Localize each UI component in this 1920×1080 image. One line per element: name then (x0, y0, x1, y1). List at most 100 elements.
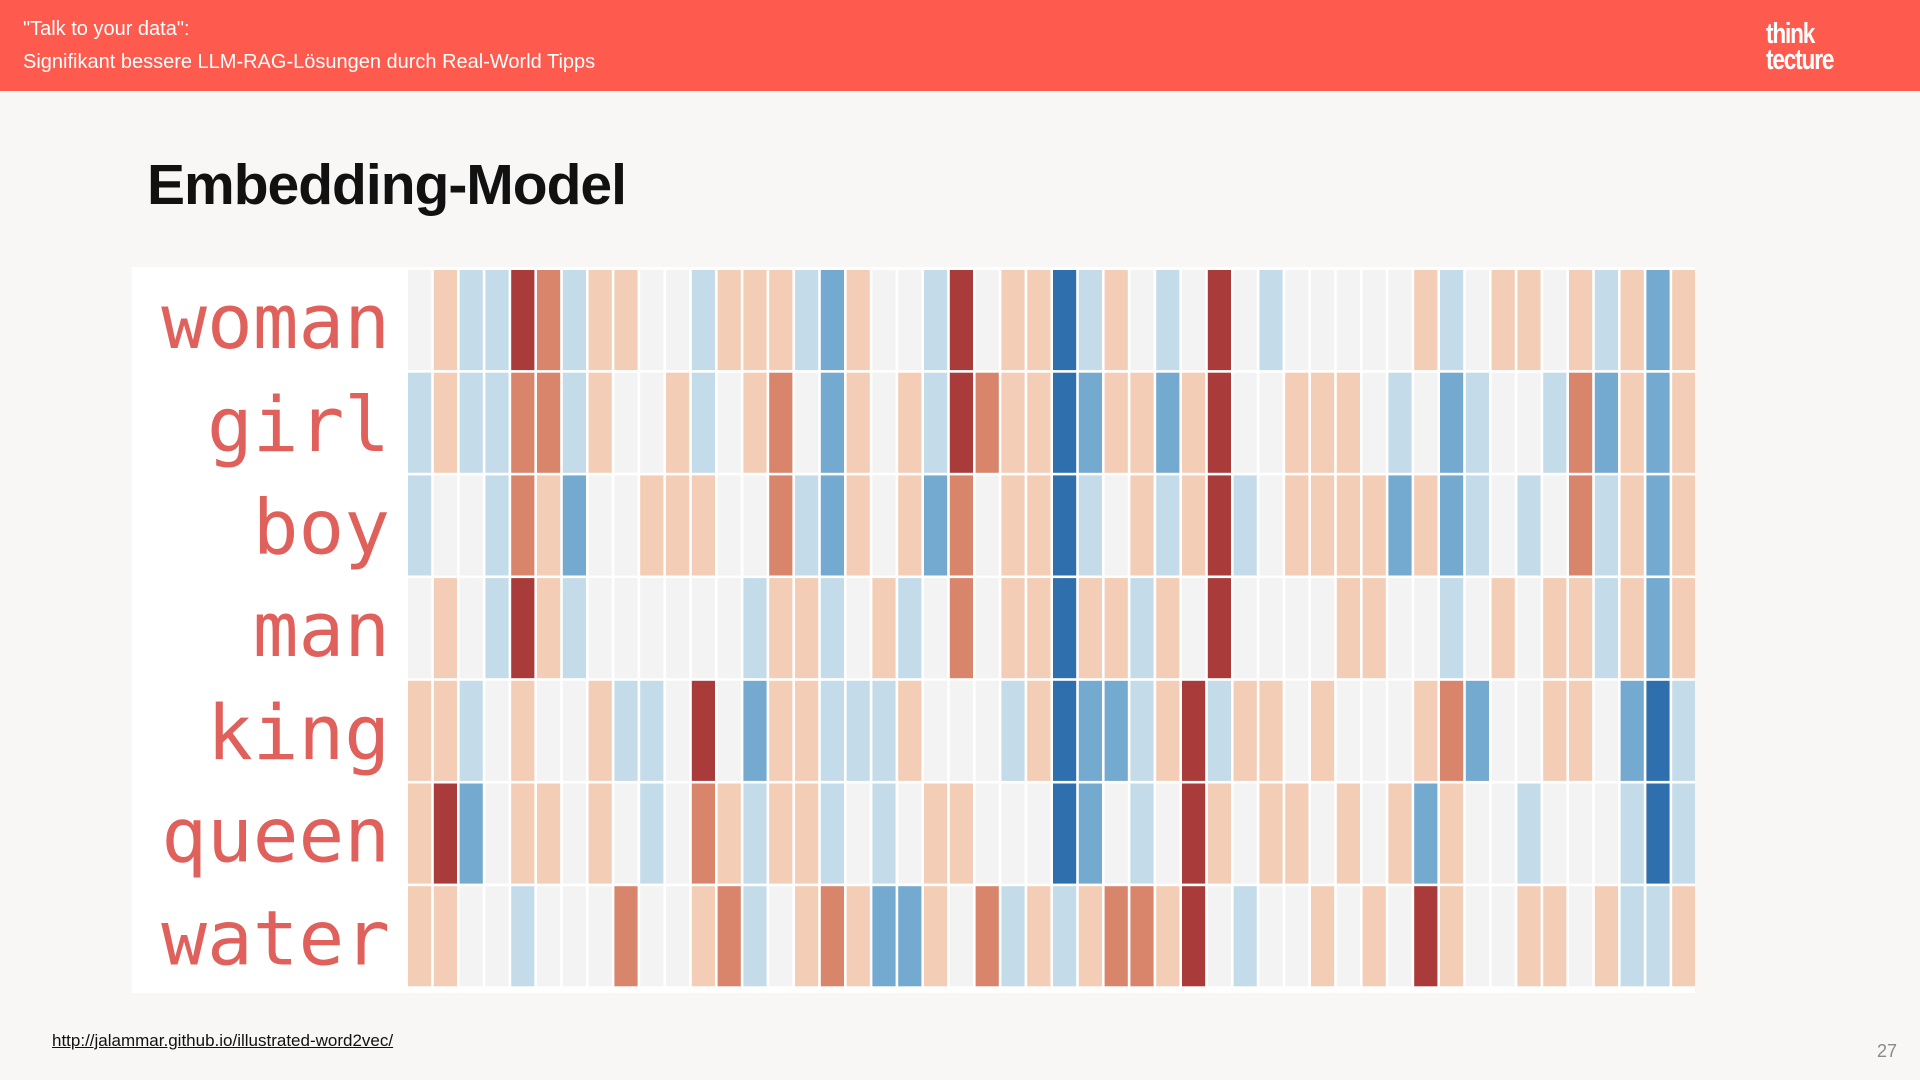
heatmap-cell (1078, 680, 1102, 781)
heatmap-cell (1672, 783, 1695, 884)
heatmap-cell (1053, 783, 1077, 884)
heatmap-cell (691, 783, 715, 884)
heatmap-cell (1491, 680, 1515, 781)
heatmap-cell (1569, 475, 1593, 576)
heatmap-cell (872, 372, 896, 473)
heatmap-cell (1646, 475, 1670, 576)
heatmap-cell (1182, 372, 1206, 473)
heatmap-cell (1336, 372, 1360, 473)
heatmap-cell (1156, 783, 1180, 884)
heatmap-cell (872, 680, 896, 781)
heatmap-cell (1465, 578, 1489, 679)
heatmap-cell (433, 475, 457, 576)
heatmap-cell (640, 372, 664, 473)
heatmap-cell (1027, 372, 1051, 473)
embedding-heatmap: woman girl boy man king queen water (161, 270, 1695, 987)
heatmap-cell (769, 886, 793, 987)
heatmap-cell (1233, 372, 1257, 473)
heatmap-cell (640, 270, 664, 371)
heatmap-cell (485, 270, 509, 371)
heatmap-cell (1259, 372, 1283, 473)
heatmap-cell (846, 886, 870, 987)
heatmap-cell (975, 680, 999, 781)
heatmap-cell (1414, 578, 1438, 679)
heatmap-cell (1053, 578, 1077, 679)
heatmap-cell (1104, 372, 1128, 473)
source-link[interactable]: http://jalammar.github.io/illustrated-wo… (52, 1031, 394, 1050)
heatmap-cell (1543, 578, 1567, 679)
heatmap-cell (924, 372, 948, 473)
heatmap-cell (743, 270, 767, 371)
heatmap-cell (408, 270, 432, 371)
heatmap-cell (1491, 475, 1515, 576)
heatmap-cell (1078, 886, 1102, 987)
heatmap-cell (1517, 475, 1541, 576)
heatmap-cell (459, 475, 483, 576)
heatmap-cell (1440, 783, 1464, 884)
heatmap-cell (975, 372, 999, 473)
heatmap-cell (640, 475, 664, 576)
heatmap-cell (820, 886, 844, 987)
heatmap-cell (898, 372, 922, 473)
heatmap-cell (1001, 372, 1025, 473)
heatmap-cell (485, 475, 509, 576)
heatmap-cell (717, 372, 741, 473)
heatmap-cell (588, 475, 612, 576)
heatmap-cell (949, 270, 973, 371)
heatmap-cell (1362, 578, 1386, 679)
heatmap-row-label: boy (253, 482, 390, 571)
heatmap-cell (1440, 680, 1464, 781)
heatmap-cell (666, 783, 690, 884)
heatmap-cell (820, 475, 844, 576)
heatmap-cell (717, 475, 741, 576)
heatmap-cell (1207, 886, 1231, 987)
heatmap-cell (537, 475, 561, 576)
heatmap-cell (898, 783, 922, 884)
heatmap-cell (846, 475, 870, 576)
heatmap-cell (1285, 372, 1309, 473)
heatmap-cell (1465, 886, 1489, 987)
heatmap-cell (1388, 886, 1412, 987)
heatmap-cell (459, 886, 483, 987)
heatmap-cell (588, 783, 612, 884)
heatmap-cell (511, 680, 535, 781)
heatmap-cell (433, 783, 457, 884)
heatmap-cell (511, 578, 535, 679)
heatmap-cell (1620, 886, 1644, 987)
heatmap-cell (1491, 372, 1515, 473)
heatmap-cell (1388, 680, 1412, 781)
heatmap-cell (872, 783, 896, 884)
heatmap-cell (433, 578, 457, 679)
heatmap-cell (562, 578, 586, 679)
heatmap-cell (1672, 886, 1695, 987)
heatmap-cell (924, 680, 948, 781)
heatmap-cell (1027, 783, 1051, 884)
heatmap-cell (1104, 270, 1128, 371)
heatmap-cell (795, 372, 819, 473)
heatmap-cell (1362, 270, 1386, 371)
heatmap-cell (1130, 270, 1154, 371)
heatmap-cell (1053, 680, 1077, 781)
heatmap-cell (1233, 270, 1257, 371)
heatmap-cell (769, 578, 793, 679)
heatmap-cell (769, 680, 793, 781)
heatmap-cell (1285, 886, 1309, 987)
heatmap-cell (924, 783, 948, 884)
heatmap-cell (1336, 475, 1360, 576)
heatmap-cell (769, 475, 793, 576)
heatmap-cell (1388, 270, 1412, 371)
heatmap-cell (795, 783, 819, 884)
heatmap-cell (1207, 783, 1231, 884)
heatmap-cell (1027, 578, 1051, 679)
heatmap-cell (1285, 578, 1309, 679)
heatmap-cell (1156, 475, 1180, 576)
heatmap-cell (408, 886, 432, 987)
heatmap-cell (588, 680, 612, 781)
heatmap-cell (769, 372, 793, 473)
heatmap-cell (1311, 680, 1335, 781)
heatmap-cell (1311, 578, 1335, 679)
heatmap-cell (614, 578, 638, 679)
heatmap-cell (1362, 475, 1386, 576)
heatmap-cell (408, 578, 432, 679)
embedding-heatmap-figure: woman girl boy man king queen water (132, 267, 1695, 993)
